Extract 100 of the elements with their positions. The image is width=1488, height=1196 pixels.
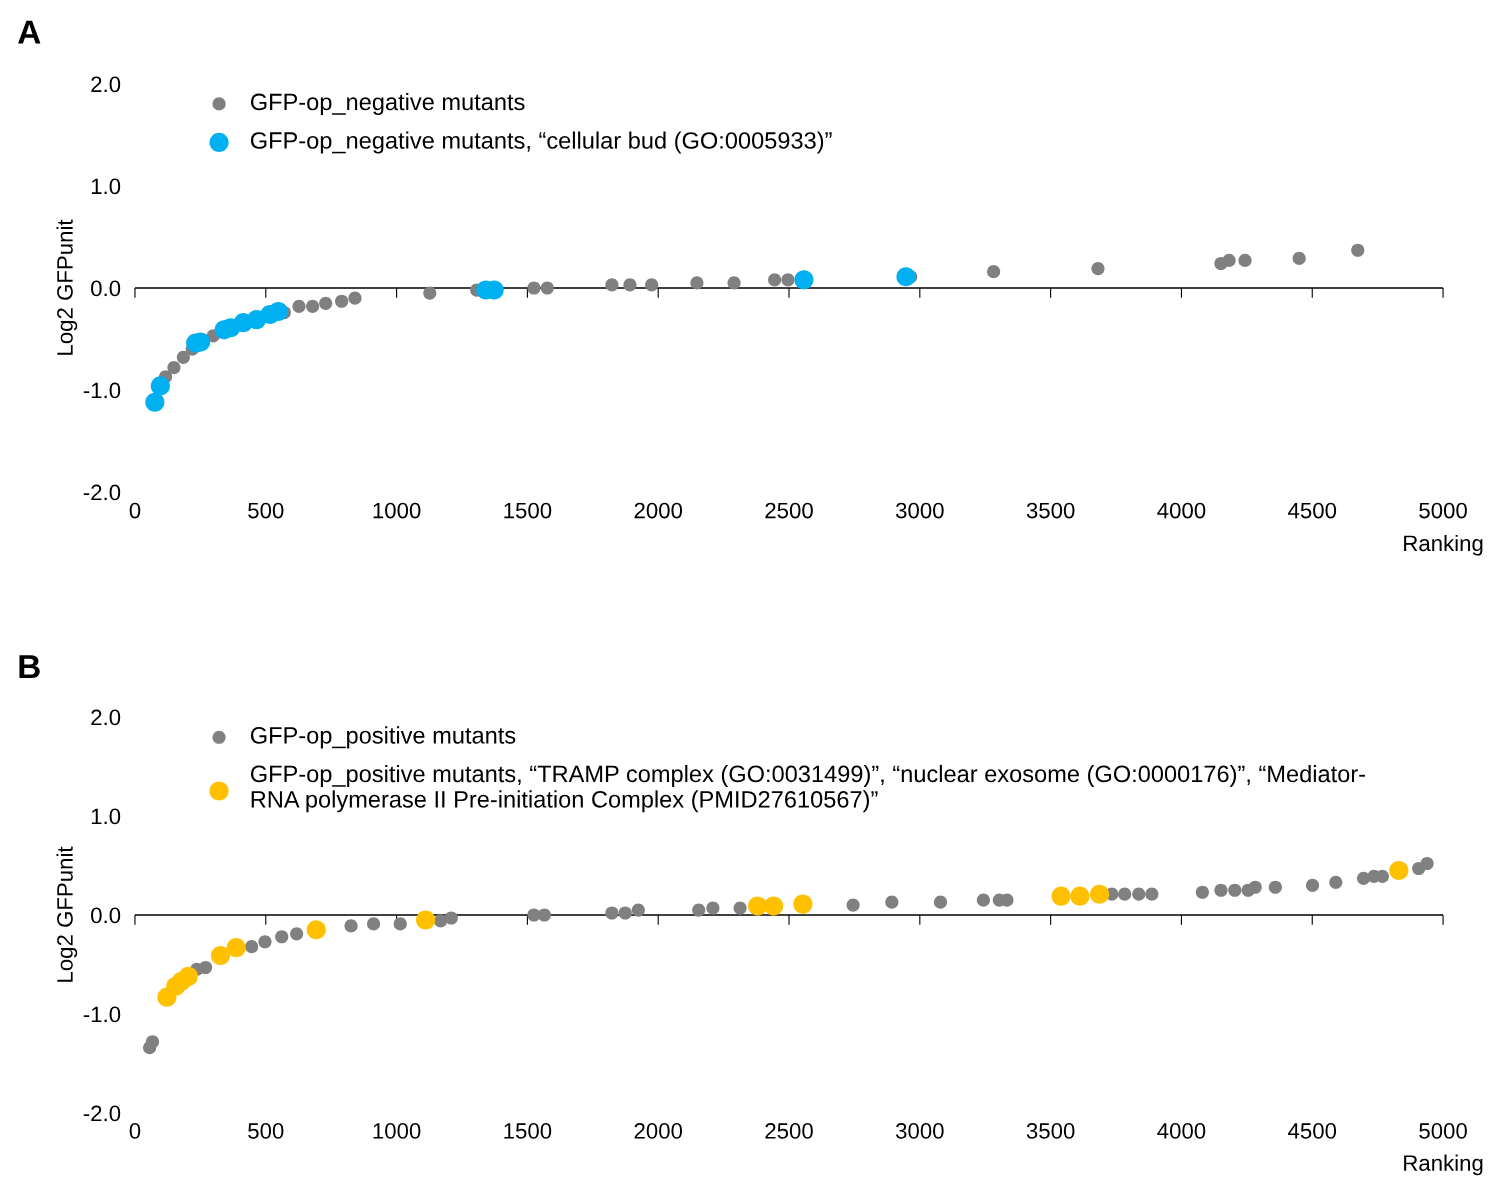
- x-tick-label: 2000: [634, 1123, 683, 1139]
- x-tick-label: 2000: [634, 502, 683, 519]
- y-tick-label: -2.0: [83, 1105, 121, 1122]
- x-tick-label: 3000: [895, 1123, 944, 1139]
- point: [292, 299, 306, 313]
- y-tick-label: 0.0: [91, 280, 121, 297]
- point: [631, 903, 645, 917]
- point: [1238, 253, 1252, 268]
- point: [1091, 262, 1105, 276]
- x-axis-title: Ranking: [1404, 1154, 1483, 1176]
- point: [690, 276, 704, 290]
- point: [167, 360, 181, 375]
- point: [1222, 253, 1236, 268]
- point: [1145, 887, 1159, 901]
- y-tick-label: -1.0: [83, 382, 121, 399]
- x-tick-label: 3000: [895, 502, 944, 519]
- point: [145, 1035, 160, 1049]
- point: [268, 301, 288, 322]
- x-tick-label: 3500: [1026, 502, 1075, 519]
- point: [145, 392, 165, 412]
- x-tick-label: 4000: [1157, 1123, 1206, 1139]
- point: [768, 273, 782, 287]
- point: [987, 265, 1001, 279]
- x-tick-label: 5000: [1419, 502, 1467, 519]
- chart-title: B: [19, 655, 40, 679]
- y-tick-label: 2.0: [91, 709, 121, 726]
- point: [306, 299, 320, 313]
- x-tick-label: 3500: [1026, 1123, 1075, 1139]
- point: [896, 267, 916, 287]
- y-tick-label: -2.0: [83, 484, 121, 501]
- point: [344, 919, 358, 933]
- y-axis-title: Log2 GFPunit: [56, 219, 78, 355]
- point: [226, 938, 246, 958]
- point: [623, 278, 637, 292]
- point: [537, 908, 551, 922]
- x-tick-label: 1500: [504, 1123, 552, 1139]
- point: [645, 278, 659, 292]
- point: [1329, 875, 1343, 889]
- chart-title: A: [18, 20, 41, 44]
- y-tick-label: 1.0: [91, 808, 121, 825]
- point: [1070, 886, 1090, 906]
- point: [1356, 871, 1371, 885]
- x-tick-label: 4000: [1157, 502, 1206, 519]
- point: [306, 920, 326, 940]
- x-tick-label: 2500: [765, 1123, 813, 1139]
- point: [793, 894, 813, 914]
- point: [1420, 856, 1434, 871]
- point: [245, 940, 259, 954]
- point: [1214, 883, 1228, 897]
- y-tick-label: 0.0: [91, 907, 121, 924]
- point: [618, 906, 632, 920]
- point: [933, 895, 948, 909]
- legend-label: GFP-op_positive mutants, “TRAMP complex (GO:0031499)”, “nuclear exosome (GO:0000176)”, “Mediator- RNA polymerase II Pre-initiation Complex (PMID27610567)”: [250, 764, 1366, 813]
- point: [976, 893, 990, 907]
- point: [527, 281, 541, 295]
- point: [885, 895, 899, 909]
- point: [1351, 243, 1365, 257]
- x-tick-label: 4500: [1288, 1123, 1337, 1139]
- x-tick-label: 0: [129, 1123, 141, 1139]
- x-tick-label: 1000: [373, 1123, 421, 1139]
- point: [150, 376, 170, 396]
- point: [727, 276, 741, 290]
- point: [1132, 887, 1146, 901]
- legend-label: GFP-op_positive mutants: [250, 726, 516, 749]
- point: [210, 946, 231, 966]
- x-tick-label: 1000: [373, 502, 421, 519]
- x-tick-label: 4500: [1288, 502, 1337, 519]
- point: [1292, 251, 1306, 265]
- point: [416, 910, 436, 930]
- point: [1051, 886, 1071, 906]
- y-tick-label: -1.0: [83, 1006, 121, 1023]
- point: [176, 350, 190, 364]
- point: [423, 286, 437, 300]
- y-axis-title: Log2 GFPunit: [56, 846, 78, 982]
- point: [319, 296, 333, 310]
- point: [733, 901, 747, 915]
- point: [1118, 887, 1132, 901]
- x-tick-label: 5000: [1419, 1123, 1467, 1139]
- x-tick-label: 1500: [504, 502, 552, 519]
- point: [540, 281, 554, 295]
- point: [605, 278, 619, 292]
- point: [366, 917, 381, 931]
- y-tick-label: 2.0: [91, 76, 121, 93]
- point: [178, 966, 198, 986]
- x-tick-label: 0: [129, 502, 141, 519]
- point: [393, 917, 407, 931]
- point: [348, 291, 362, 305]
- x-axis-title: Ranking: [1404, 534, 1483, 556]
- point: [1089, 884, 1110, 904]
- point: [846, 898, 860, 912]
- x-tick-label: 500: [248, 502, 284, 519]
- point: [335, 294, 349, 308]
- point: [692, 903, 706, 917]
- y-tick-label: 1.0: [91, 178, 121, 195]
- point: [258, 935, 272, 949]
- legend-label: GFP-op_negative mutants: [250, 92, 525, 115]
- point: [444, 911, 458, 925]
- point: [290, 927, 304, 941]
- point: [1195, 885, 1209, 899]
- point: [1389, 860, 1409, 881]
